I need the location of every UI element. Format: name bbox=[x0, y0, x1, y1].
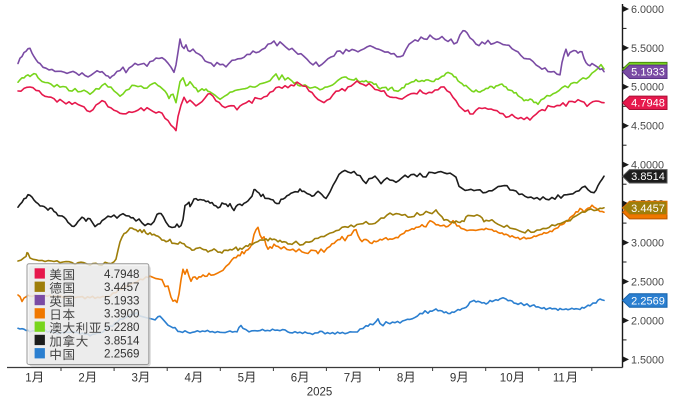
svg-text:4: 4 bbox=[185, 373, 192, 385]
svg-text:2.5000: 2.5000 bbox=[631, 276, 664, 288]
svg-text:2.0000: 2.0000 bbox=[631, 315, 664, 327]
svg-text:3.8514: 3.8514 bbox=[631, 171, 665, 183]
svg-text:6: 6 bbox=[291, 373, 297, 385]
svg-text:5.1933: 5.1933 bbox=[631, 67, 665, 79]
svg-text:4.7948: 4.7948 bbox=[104, 268, 139, 281]
svg-text:1.5000: 1.5000 bbox=[631, 354, 664, 366]
svg-text:5: 5 bbox=[238, 373, 244, 385]
svg-text:3.4457: 3.4457 bbox=[104, 281, 139, 294]
svg-text:5.2280: 5.2280 bbox=[104, 321, 139, 334]
svg-text:4.7948: 4.7948 bbox=[631, 98, 665, 110]
svg-text:3.8514: 3.8514 bbox=[104, 334, 140, 347]
svg-text:5.5000: 5.5000 bbox=[631, 43, 664, 55]
svg-text:6.0000: 6.0000 bbox=[631, 4, 664, 16]
svg-text:10: 10 bbox=[500, 373, 513, 385]
svg-text:2.2569: 2.2569 bbox=[104, 348, 139, 361]
svg-text:5.1933: 5.1933 bbox=[104, 294, 139, 307]
svg-text:4.0000: 4.0000 bbox=[631, 160, 664, 172]
svg-text:3: 3 bbox=[132, 373, 138, 385]
svg-text:1: 1 bbox=[25, 373, 31, 385]
svg-text:11: 11 bbox=[553, 373, 565, 385]
svg-text:2.2569: 2.2569 bbox=[631, 295, 665, 307]
svg-text:2: 2 bbox=[78, 373, 84, 385]
svg-text:5.0000: 5.0000 bbox=[631, 82, 664, 94]
svg-text:8: 8 bbox=[397, 373, 403, 385]
svg-text:2025: 2025 bbox=[307, 387, 333, 399]
svg-text:7: 7 bbox=[344, 373, 350, 385]
svg-text:9: 9 bbox=[450, 373, 456, 385]
svg-text:3.3900: 3.3900 bbox=[104, 308, 139, 321]
svg-text:4.5000: 4.5000 bbox=[631, 121, 664, 133]
svg-text:3.0000: 3.0000 bbox=[631, 238, 664, 250]
svg-text:3.4457: 3.4457 bbox=[631, 203, 665, 215]
